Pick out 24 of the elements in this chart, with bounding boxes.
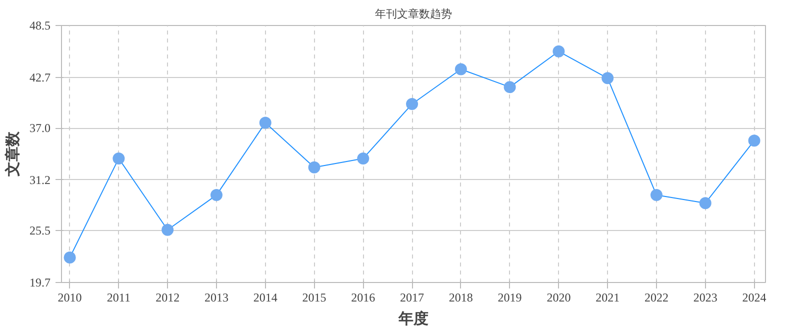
- y-axis-title: 文章数: [4, 130, 22, 178]
- chart-title: 年刊文章数趋势: [375, 8, 452, 20]
- y-tick-label: 19.7: [30, 276, 50, 290]
- x-tick-label: 2022: [644, 290, 668, 304]
- x-tick-label: 2010: [58, 290, 82, 304]
- x-tick-label: 2021: [596, 290, 620, 304]
- x-tick-label: 2012: [156, 290, 180, 304]
- y-tick-label: 48.5: [30, 18, 50, 32]
- x-tick-label: 2013: [204, 290, 228, 304]
- x-tick-label: 2020: [546, 290, 571, 304]
- x-tick-label: 2011: [106, 290, 130, 304]
- x-tick-label: 2019: [498, 290, 522, 304]
- x-tick-label: 2015: [302, 290, 326, 304]
- x-tick-label: 2017: [400, 290, 424, 304]
- x-tick-label: 2024: [742, 290, 766, 304]
- x-tick-label: 2014: [253, 290, 278, 304]
- y-tick-label: 25.5: [30, 224, 50, 238]
- y-tick-label: 31.2: [30, 172, 50, 187]
- y-tick-label: 37.0: [30, 121, 50, 136]
- x-axis-title: 年度: [398, 310, 428, 328]
- x-tick-label: 2023: [693, 290, 718, 304]
- x-tick-label: 2016: [351, 290, 376, 304]
- y-tick-label: 42.7: [30, 70, 50, 84]
- x-tick-label: 2018: [448, 290, 473, 304]
